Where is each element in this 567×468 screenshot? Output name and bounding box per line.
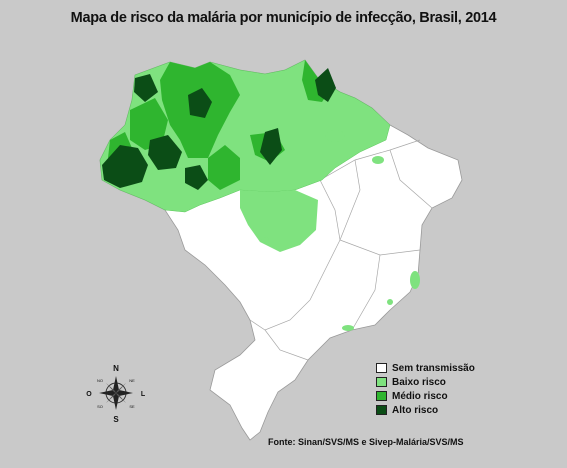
- legend-label: Médio risco: [392, 390, 448, 402]
- baixo-risco-patches: [261, 130, 420, 331]
- legend-item: Sem transmissão: [376, 361, 475, 375]
- region-alto-risco: [102, 68, 336, 190]
- legend-label: Sem transmissão: [392, 362, 475, 374]
- map-title: Mapa de risco da malária por município d…: [70, 10, 497, 26]
- compass-l: L: [141, 391, 146, 398]
- source-note: Fonte: Sinan/SVS/MS e Sivep-Malária/SVS/…: [268, 437, 464, 447]
- legend-swatch: [376, 405, 387, 415]
- legend-swatch: [376, 363, 387, 373]
- map-legend: Sem transmissão Baixo risco Médio risco …: [376, 361, 475, 417]
- legend-swatch: [376, 377, 387, 387]
- compass-s: S: [113, 415, 119, 424]
- legend-item: Médio risco: [376, 389, 475, 403]
- compass-rose: N S O L NO NE SO SE: [86, 364, 146, 424]
- legend-label: Alto risco: [392, 404, 439, 416]
- legend-item: Baixo risco: [376, 375, 475, 389]
- legend-swatch: [376, 391, 387, 401]
- legend-label: Baixo risco: [392, 376, 446, 388]
- compass-n: N: [113, 364, 119, 373]
- brazil-map: [99, 59, 463, 441]
- region-baixo-risco-mt: [240, 190, 318, 252]
- compass-o: O: [86, 391, 92, 398]
- compass-no: NO: [97, 378, 103, 383]
- compass-so: SO: [97, 404, 103, 409]
- compass-ne: NE: [129, 378, 135, 383]
- compass-se: SE: [129, 404, 135, 409]
- legend-item: Alto risco: [376, 403, 475, 417]
